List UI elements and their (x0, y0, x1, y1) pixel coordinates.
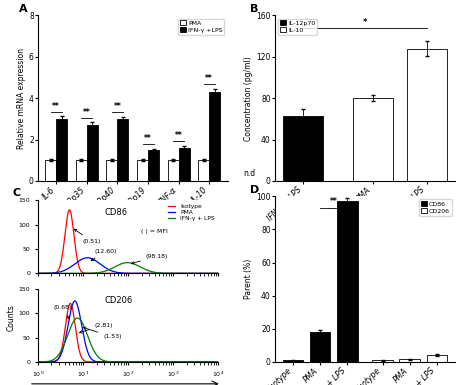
Text: (1.53): (1.53) (83, 327, 122, 340)
Bar (209, 92, 220, 181)
Bar (283, 360, 303, 362)
Text: ( ) = MFI: ( ) = MFI (141, 229, 167, 234)
Bar (76, 160, 87, 181)
Bar (137, 160, 148, 181)
Text: (0.68): (0.68) (54, 305, 72, 319)
Bar (168, 160, 179, 181)
Text: (0.51): (0.51) (74, 229, 101, 244)
Bar (118, 119, 128, 181)
Bar (56, 119, 67, 181)
Text: **: ** (330, 197, 338, 206)
Legend: CD86, CD206: CD86, CD206 (419, 199, 452, 216)
Text: CD86: CD86 (105, 208, 128, 217)
Bar (427, 355, 447, 362)
Text: n.d: n.d (244, 169, 255, 178)
Text: Counts: Counts (7, 304, 16, 331)
Text: (12.60): (12.60) (91, 249, 117, 261)
Legend: PMA, IFN-γ +LPS: PMA, IFN-γ +LPS (178, 18, 224, 35)
Text: **: ** (114, 102, 121, 110)
Y-axis label: Concentration (pg/ml): Concentration (pg/ml) (245, 56, 254, 141)
Text: **: ** (205, 74, 213, 83)
Bar (407, 49, 447, 181)
Bar (87, 125, 98, 181)
Bar (353, 98, 393, 181)
Bar (198, 160, 209, 181)
Text: CD206: CD206 (105, 296, 133, 305)
Bar (107, 160, 118, 181)
Text: **: ** (144, 134, 152, 143)
Text: (98.18): (98.18) (132, 254, 168, 264)
Text: (2.81): (2.81) (80, 323, 113, 333)
Legend: Isotype, PMA, IFN-γ + LPS: Isotype, PMA, IFN-γ + LPS (168, 203, 215, 221)
Bar (373, 360, 393, 362)
Text: D: D (250, 185, 259, 195)
Legend: IL-12p70, IL-10: IL-12p70, IL-10 (278, 18, 317, 35)
Text: **: ** (175, 131, 182, 140)
Bar (45, 160, 56, 181)
Text: *: * (363, 18, 367, 27)
Bar (337, 201, 357, 362)
Bar (283, 116, 323, 181)
Y-axis label: Parent (%): Parent (%) (245, 259, 254, 299)
Text: **: ** (53, 102, 60, 110)
Text: **: ** (83, 108, 91, 117)
Bar (310, 332, 330, 362)
Text: C: C (13, 188, 21, 198)
Bar (148, 150, 159, 181)
Text: A: A (19, 4, 27, 14)
Bar (179, 148, 190, 181)
Y-axis label: Relative mRNA expression: Relative mRNA expression (17, 48, 26, 149)
Text: B: B (250, 4, 258, 14)
Bar (400, 360, 420, 362)
